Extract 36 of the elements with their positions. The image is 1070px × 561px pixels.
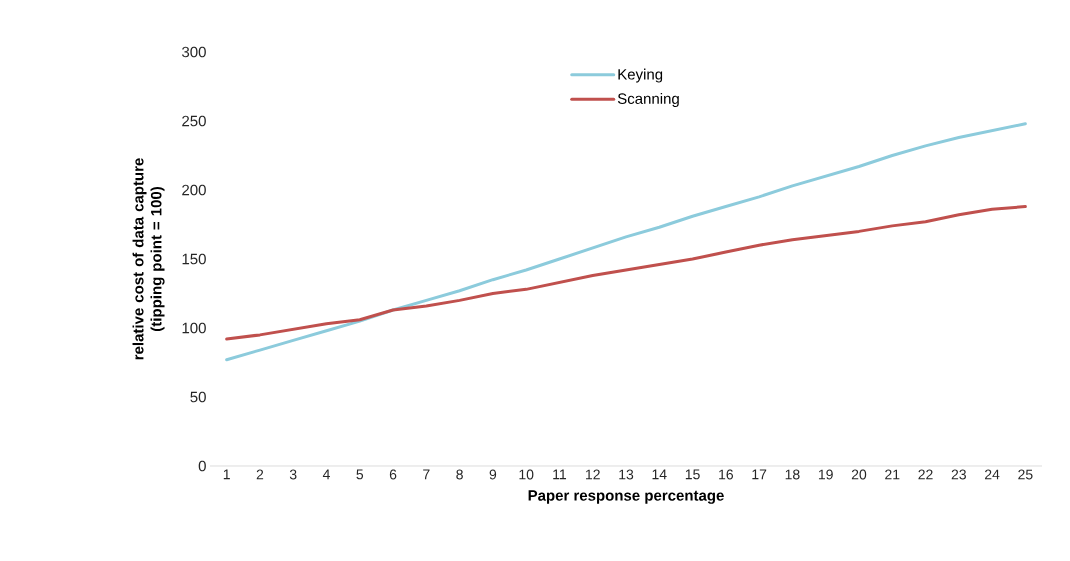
x-tick-label: 3: [289, 469, 297, 480]
x-tick-label: 15: [685, 469, 700, 480]
x-tick-label: 16: [719, 469, 734, 480]
x-tick-label: 23: [951, 469, 966, 480]
x-tick-label: 13: [619, 469, 634, 480]
x-tick-label: 22: [918, 469, 933, 480]
x-tick-label: 7: [423, 469, 430, 480]
y-axis-title: relative cost of data capture (tipping point = 100): [132, 158, 165, 360]
x-tick-label: 17: [752, 469, 767, 480]
x-tick-label: 18: [785, 469, 800, 480]
x-tick-label: 2: [256, 469, 264, 480]
x-tick-label: 10: [519, 469, 534, 480]
y-tick-label: 0: [198, 460, 206, 472]
x-tick-label: 9: [489, 469, 497, 480]
x-tick-label: 19: [818, 469, 833, 480]
x-tick-label: 1: [223, 469, 230, 480]
y-tick-label: 100: [182, 322, 206, 334]
legend-label: Scanning: [617, 92, 679, 107]
x-tick-label: 12: [586, 469, 600, 480]
x-tick-label: 4: [322, 469, 330, 480]
x-tick-label: 6: [389, 469, 397, 480]
legend-label: Keying: [618, 68, 663, 83]
x-tick-label: 8: [456, 469, 463, 480]
y-tick-label: 300: [182, 46, 206, 58]
x-tick-label: 11: [553, 469, 567, 480]
x-axis-title: Paper response percentage: [528, 490, 724, 504]
x-tick-label: 5: [356, 469, 364, 480]
x-tick-label: 20: [851, 469, 867, 480]
x-tick-label: 14: [652, 469, 667, 480]
x-tick-label: 24: [985, 469, 1000, 480]
y-tick-label: 150: [182, 253, 206, 265]
x-tick-label: 21: [885, 469, 900, 480]
y-tick-label: 250: [182, 115, 206, 127]
x-tick-label: 25: [1018, 469, 1033, 480]
y-tick-label: 200: [182, 184, 206, 196]
y-tick-label: 50: [190, 391, 206, 403]
